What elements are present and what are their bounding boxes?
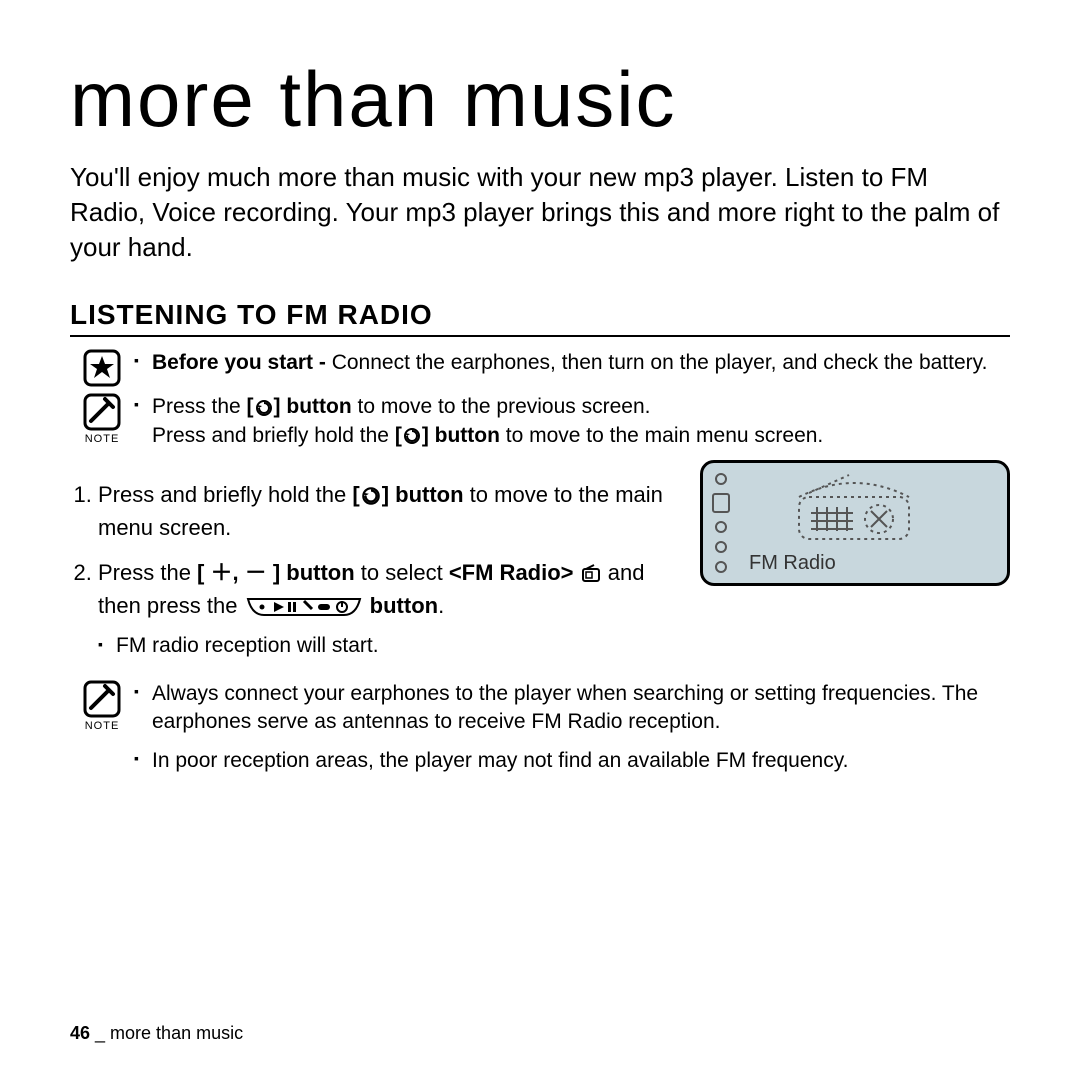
note-label-2: NOTE bbox=[85, 720, 120, 732]
note-text-1: Press the [] button to move to the previ… bbox=[134, 393, 1010, 454]
intro-text: You'll enjoy much more than music with y… bbox=[70, 160, 1010, 265]
dot-icon bbox=[715, 541, 727, 553]
note-icon bbox=[83, 680, 121, 718]
before-you-start-prefix: Before you start - bbox=[152, 351, 332, 374]
device-right: FM Radio bbox=[739, 463, 1007, 583]
note-icon-col-1: NOTE bbox=[70, 393, 134, 445]
note1-line1: Press the [] button to move to the previ… bbox=[134, 393, 1010, 450]
footer-sep: _ bbox=[90, 1023, 110, 1043]
note2-bullet-2: In poor reception areas, the player may … bbox=[134, 747, 1010, 775]
dot-icon bbox=[715, 561, 727, 573]
footer-page-number: 46 bbox=[70, 1023, 90, 1043]
before-you-start-text: Before you start - Connect the earphones… bbox=[134, 349, 1010, 381]
dot-icon bbox=[715, 521, 727, 533]
step-2-sub-bullet: FM radio reception will start. bbox=[98, 634, 670, 658]
note-row-2: NOTE Always connect your earphones to th… bbox=[70, 680, 1010, 779]
footer-section: more than music bbox=[110, 1023, 243, 1043]
note-icon-col-2: NOTE bbox=[70, 680, 134, 732]
device-screen: FM Radio bbox=[700, 460, 1010, 586]
radio-icon bbox=[580, 564, 602, 584]
note2-bullet-1: Always connect your earphones to the pla… bbox=[134, 680, 1010, 737]
step-2: Press the [ ＋, － ] button to select <FM … bbox=[98, 556, 670, 622]
before-you-start-row: Before you start - Connect the earphones… bbox=[70, 349, 1010, 387]
star-icon bbox=[83, 349, 121, 387]
device-left-icons bbox=[703, 463, 739, 583]
back-icon bbox=[360, 486, 382, 506]
steps-and-device: Press and briefly hold the [] button to … bbox=[70, 460, 1010, 674]
page-title: more than music bbox=[70, 60, 1010, 138]
star-icon-col bbox=[70, 349, 134, 387]
back-icon bbox=[254, 399, 274, 417]
note-text-2: Always connect your earphones to the pla… bbox=[134, 680, 1010, 779]
note-label-1: NOTE bbox=[85, 433, 120, 445]
dot-icon bbox=[715, 473, 727, 485]
step-2-sub: FM radio reception will start. bbox=[70, 634, 670, 658]
note-icon bbox=[83, 393, 121, 431]
before-you-start-bullet: Before you start - Connect the earphones… bbox=[134, 349, 1010, 377]
device-illustration: FM Radio bbox=[700, 460, 1010, 586]
back-icon bbox=[402, 427, 422, 445]
note-row-1: NOTE Press the [] button to move to the … bbox=[70, 393, 1010, 454]
steps-block: Press and briefly hold the [] button to … bbox=[70, 460, 670, 674]
step-1: Press and briefly hold the [] button to … bbox=[98, 478, 670, 544]
radio-drawing-icon bbox=[779, 473, 929, 543]
steps-list: Press and briefly hold the [] button to … bbox=[70, 478, 670, 622]
play-pause-button-icon bbox=[244, 595, 364, 619]
small-radio-icon bbox=[712, 493, 730, 513]
page-footer: 46 _ more than music bbox=[70, 1023, 243, 1044]
section-heading: LISTENING TO FM RADIO bbox=[70, 299, 1010, 337]
before-you-start-rest: Connect the earphones, then turn on the … bbox=[332, 351, 988, 374]
device-fm-label: FM Radio bbox=[749, 552, 836, 575]
manual-page: more than music You'll enjoy much more t… bbox=[0, 0, 1080, 1080]
